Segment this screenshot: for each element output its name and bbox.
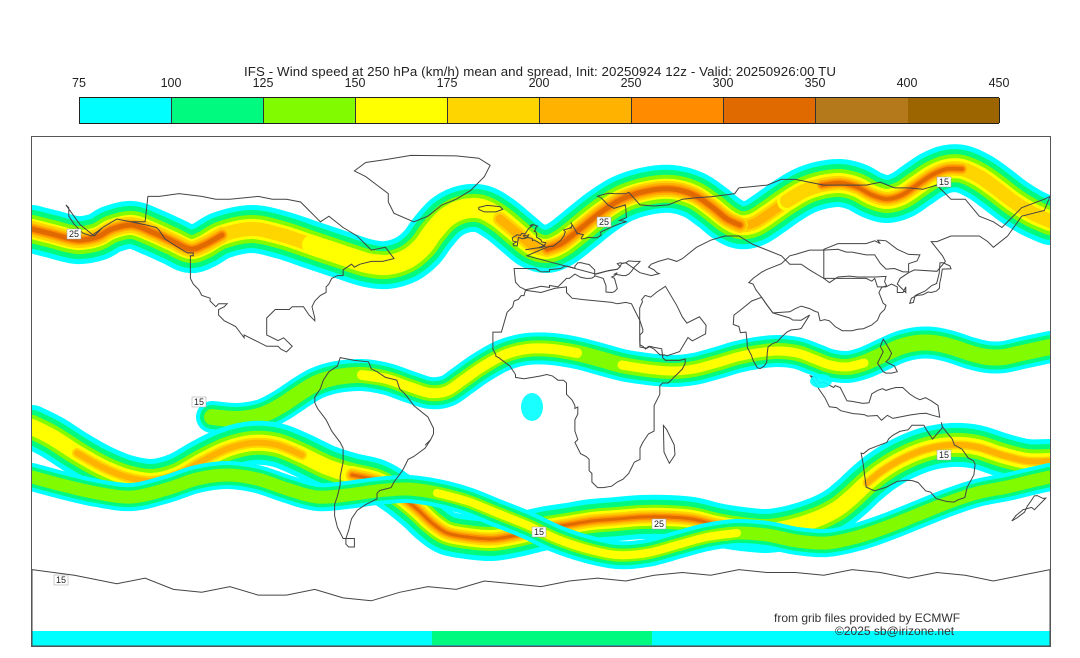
svg-text:15: 15	[194, 397, 204, 407]
svg-text:15: 15	[56, 575, 66, 585]
svg-text:15: 15	[939, 177, 949, 187]
svg-text:25: 25	[654, 519, 664, 529]
svg-text:15: 15	[534, 527, 544, 537]
svg-text:15: 15	[939, 450, 949, 460]
svg-text:25: 25	[599, 217, 609, 227]
svg-text:25: 25	[69, 229, 79, 239]
